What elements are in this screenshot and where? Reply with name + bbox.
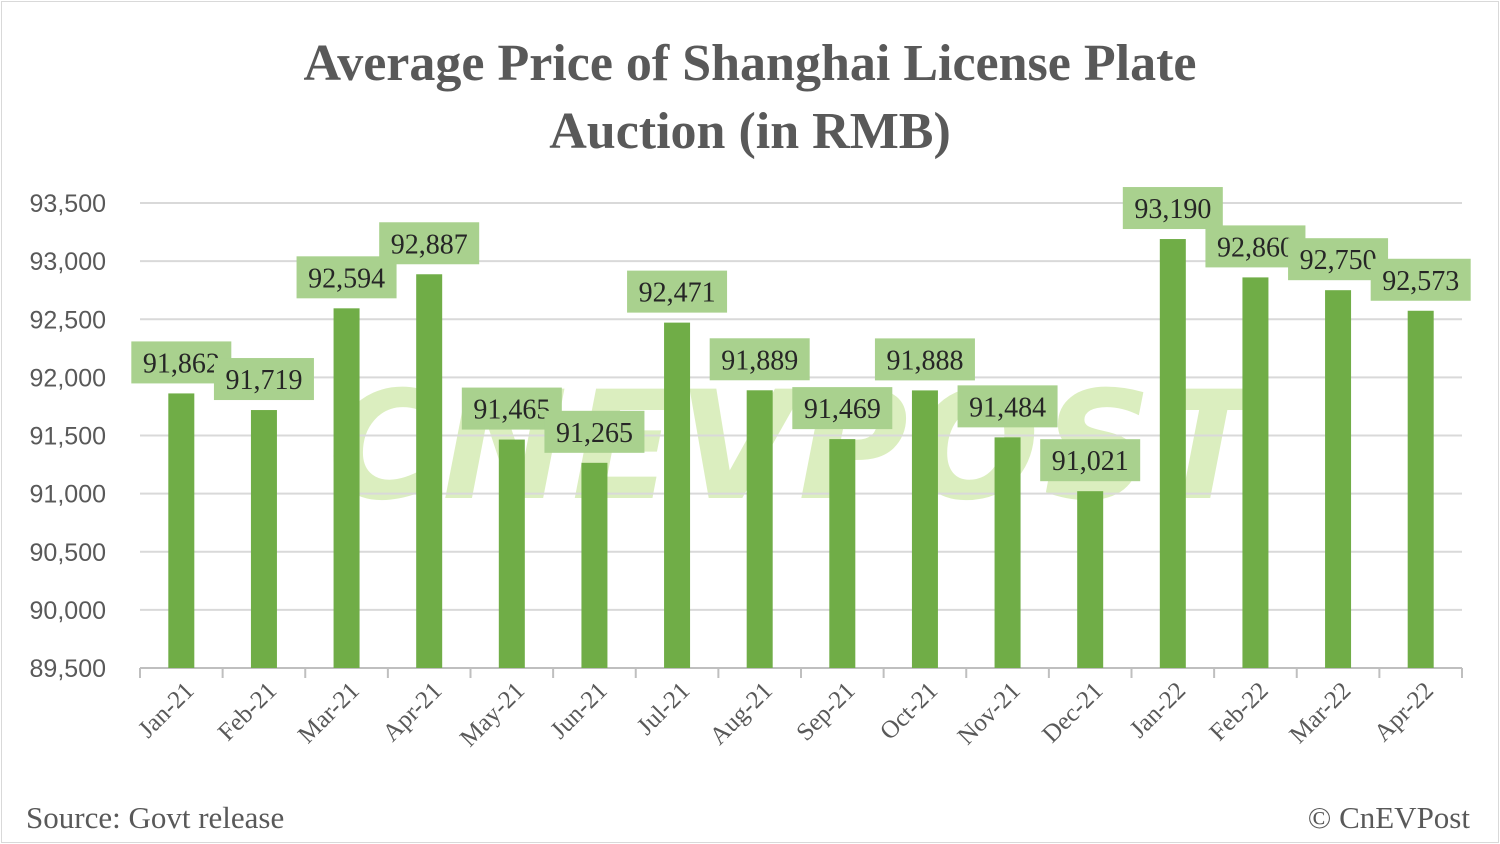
bar (168, 393, 195, 668)
y-tick-label: 93,500 (30, 190, 106, 218)
data-label: 92,860 (1217, 232, 1294, 263)
x-tick-label: Feb-22 (1205, 677, 1274, 746)
x-tick-label: Jun-21 (545, 677, 612, 744)
y-tick-label: 92,000 (30, 364, 106, 392)
bar (416, 274, 443, 668)
data-label: 92,594 (308, 263, 385, 294)
chart-title-line2: Auction (in RMB) (549, 103, 951, 160)
bar (1407, 310, 1434, 668)
data-label: 91,888 (886, 345, 963, 376)
data-label-bg (709, 338, 810, 381)
data-label-bg (792, 387, 893, 430)
bar (498, 439, 525, 668)
bar (911, 390, 938, 668)
data-label-bg (1370, 258, 1471, 301)
data-label: 91,889 (721, 345, 798, 376)
y-tick-label: 92,500 (30, 306, 106, 334)
y-tick-label: 91,500 (30, 423, 106, 451)
data-label-bg (379, 222, 480, 265)
bar (1242, 277, 1269, 668)
data-label-bg (1040, 439, 1141, 482)
x-tick-label: Sep-21 (791, 677, 860, 746)
x-tick-label: Dec-21 (1037, 677, 1108, 748)
bar (1077, 491, 1104, 668)
bar (746, 390, 773, 668)
source-note: Source: Govt release (26, 800, 285, 835)
y-tick-label: 91,000 (30, 481, 106, 509)
data-label-bg (1122, 187, 1223, 230)
x-tick-label: Jan-22 (1125, 677, 1191, 743)
data-label-bg (544, 410, 645, 453)
data-label: 92,750 (1300, 245, 1377, 276)
data-label: 91,484 (969, 392, 1046, 423)
y-tick-label: 89,500 (30, 655, 106, 683)
bar (664, 322, 691, 668)
data-label: 91,265 (556, 418, 633, 449)
data-label: 91,719 (225, 365, 302, 396)
data-label: 93,190 (1134, 194, 1211, 225)
x-tick-label: Oct-21 (875, 677, 943, 745)
data-label: 92,887 (391, 229, 468, 260)
chart-title-line1: Average Price of Shanghai License Plate (303, 35, 1197, 92)
data-label: 91,465 (473, 395, 550, 426)
bar (250, 410, 277, 668)
x-tick-label: Aug-21 (705, 677, 778, 750)
bar (829, 439, 856, 668)
x-tick-label: May-21 (455, 677, 530, 752)
x-tick-label: Jul-21 (632, 677, 695, 740)
bar (333, 308, 360, 668)
x-tick-label: Nov-21 (953, 677, 1026, 750)
bar (1325, 290, 1352, 668)
x-tick-label: Apr-21 (378, 677, 448, 747)
bar (1159, 239, 1186, 668)
x-tick-label: Mar-21 (293, 677, 365, 749)
bar (994, 437, 1021, 668)
x-tick-label: Feb-21 (213, 677, 282, 746)
y-tick-label: 90,000 (30, 597, 106, 625)
data-label: 91,862 (143, 348, 220, 379)
y-tick-label: 93,000 (30, 248, 106, 276)
data-label-bg (213, 358, 314, 401)
data-label: 92,573 (1382, 266, 1459, 297)
y-tick-label: 90,500 (30, 539, 106, 567)
data-label-bg (627, 270, 728, 313)
credit-note: © CnEVPost (1307, 800, 1470, 835)
x-tick-label: Jan-21 (133, 677, 199, 743)
data-label: 91,021 (1052, 446, 1129, 477)
data-label-bg (874, 338, 975, 381)
data-label: 91,469 (804, 394, 881, 425)
x-tick-label: Mar-22 (1285, 677, 1357, 749)
bar (581, 462, 608, 668)
x-tick-label: Apr-22 (1369, 677, 1439, 747)
data-label: 92,471 (639, 278, 716, 309)
data-label-bg (957, 385, 1058, 428)
